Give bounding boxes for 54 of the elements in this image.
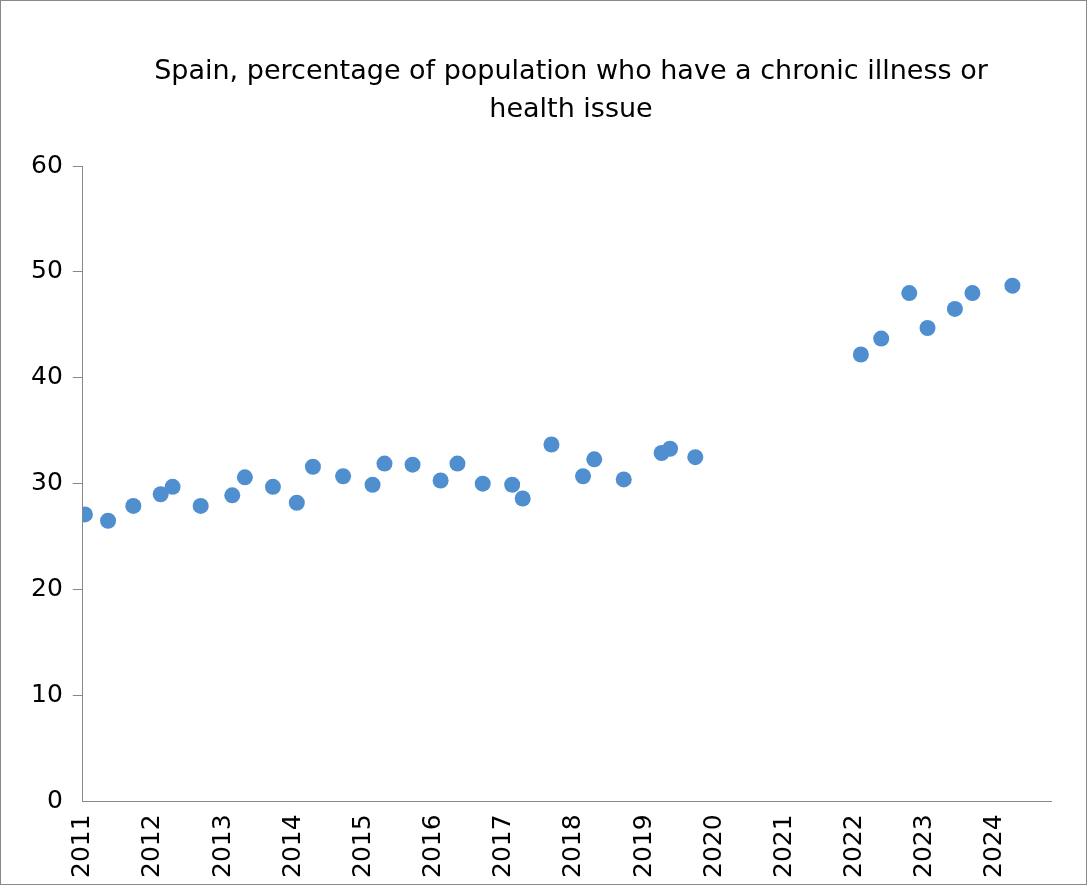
point bbox=[192, 497, 209, 514]
y-tick-label: 10 bbox=[31, 678, 63, 708]
x-tick-label: 2012 bbox=[136, 814, 166, 878]
x-tick-label: 2017 bbox=[487, 814, 517, 878]
point bbox=[946, 300, 963, 317]
point bbox=[449, 455, 466, 472]
y-tick-label: 50 bbox=[31, 255, 63, 285]
x-tick-label: 2022 bbox=[838, 814, 868, 878]
y-tick-label: 60 bbox=[31, 149, 63, 179]
point bbox=[376, 455, 393, 472]
point bbox=[236, 469, 253, 486]
point bbox=[543, 436, 560, 453]
chart-title: Spain, percentage of population who have a chronic illness or health issue bbox=[153, 53, 989, 125]
point bbox=[164, 478, 181, 495]
x-tick-label: 2023 bbox=[908, 814, 938, 878]
x-tick-label: 2016 bbox=[417, 814, 447, 878]
point bbox=[586, 451, 603, 468]
point bbox=[304, 458, 321, 475]
point bbox=[432, 472, 449, 489]
x-tick-label: 2014 bbox=[276, 814, 306, 878]
point bbox=[224, 487, 241, 504]
point bbox=[1004, 277, 1021, 294]
point bbox=[504, 476, 521, 493]
y-tick-label: 40 bbox=[31, 361, 63, 391]
x-tick-label: 2018 bbox=[557, 814, 587, 878]
point bbox=[264, 478, 281, 495]
point bbox=[575, 468, 592, 485]
x-tick-label: 2013 bbox=[206, 814, 236, 878]
point bbox=[852, 346, 869, 363]
x-tick-label: 2015 bbox=[346, 814, 376, 878]
x-tick-label: 2021 bbox=[767, 814, 797, 878]
point bbox=[364, 476, 381, 493]
point bbox=[662, 440, 679, 457]
x-tick-label: 2011 bbox=[66, 814, 96, 878]
point bbox=[474, 475, 491, 492]
point bbox=[873, 330, 890, 347]
y-tick-label: 20 bbox=[31, 573, 63, 603]
x-tick-label: 2020 bbox=[697, 814, 727, 878]
point bbox=[125, 497, 142, 514]
point bbox=[288, 494, 305, 511]
point bbox=[100, 512, 117, 529]
y-tick-label: 0 bbox=[46, 784, 63, 814]
y-tick-label: 30 bbox=[31, 467, 63, 497]
point bbox=[404, 456, 421, 473]
point bbox=[919, 320, 936, 337]
x-tick-label: 2019 bbox=[627, 814, 657, 878]
point bbox=[964, 285, 981, 302]
point bbox=[514, 490, 531, 507]
point bbox=[615, 471, 632, 488]
point bbox=[335, 468, 352, 485]
point bbox=[687, 449, 704, 466]
point bbox=[152, 486, 169, 503]
point bbox=[901, 285, 918, 302]
x-tick-label: 2024 bbox=[978, 814, 1008, 878]
